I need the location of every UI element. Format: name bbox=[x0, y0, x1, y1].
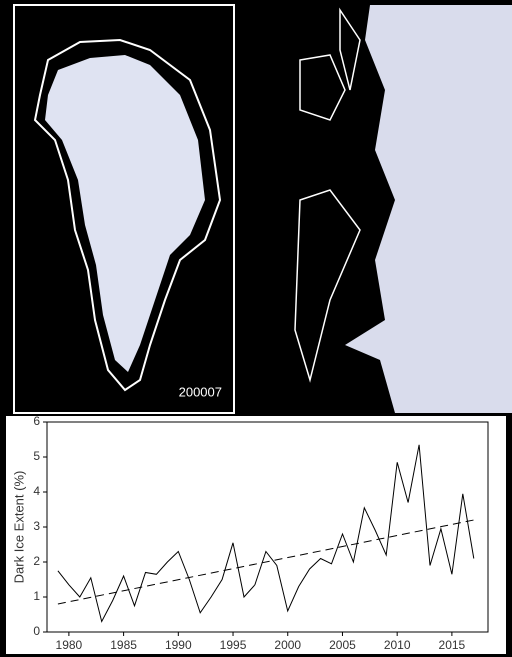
y-axis-label: Dark Ice Extent (%) bbox=[11, 471, 26, 584]
y-tick-label: 5 bbox=[33, 449, 40, 463]
greenland-image: 200007 bbox=[13, 4, 235, 414]
y-tick-label: 2 bbox=[33, 554, 40, 568]
trend-line bbox=[57, 519, 474, 605]
x-tick-label: 1990 bbox=[165, 638, 192, 652]
chart-panel bbox=[6, 416, 506, 654]
x-tick-label: 2000 bbox=[274, 638, 301, 652]
coastline bbox=[33, 38, 222, 392]
data-line bbox=[57, 444, 475, 623]
ice-sheet bbox=[345, 5, 512, 413]
x-tick-label: 1995 bbox=[220, 638, 247, 652]
zoom-image bbox=[240, 5, 512, 413]
y-tick-label: 6 bbox=[33, 414, 40, 428]
y-tick-label: 1 bbox=[33, 589, 40, 603]
ice-sheet bbox=[45, 55, 205, 372]
y-tick-label: 4 bbox=[33, 484, 40, 498]
image-label: 200007 bbox=[179, 384, 222, 399]
y-tick-label: 0 bbox=[33, 624, 40, 638]
x-tick-label: 2005 bbox=[329, 638, 356, 652]
coastline bbox=[294, 7, 361, 383]
x-tick-label: 1980 bbox=[56, 638, 83, 652]
x-tick-label: 2015 bbox=[439, 638, 466, 652]
x-tick-label: 2010 bbox=[384, 638, 411, 652]
x-tick-label: 1985 bbox=[110, 638, 137, 652]
y-tick-label: 3 bbox=[33, 519, 40, 533]
